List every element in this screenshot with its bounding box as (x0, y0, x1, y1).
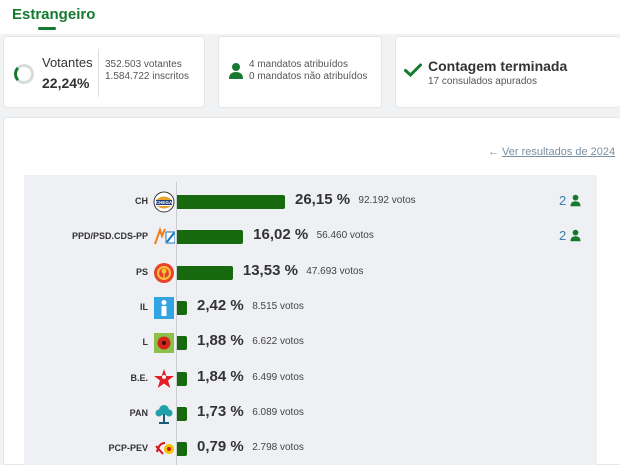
person-icon (570, 194, 581, 207)
party-name: PS (135, 266, 148, 277)
party-name: CH (135, 196, 148, 206)
region-tab-title[interactable]: Estrangeiro (12, 6, 96, 23)
arrow-left-icon: ← (488, 146, 499, 158)
cdu-logo-icon (155, 442, 174, 455)
registered-count: 1.584.722 inscritos (105, 71, 189, 82)
results-axis-line (176, 182, 177, 465)
vote-percentage: 2,42 % (197, 296, 244, 314)
results-chart-area (24, 175, 597, 465)
svg-text:CHEGA: CHEGA (156, 200, 173, 205)
party-name: L (142, 337, 149, 348)
mandates-card: 4 mandatos atribuídos 0 mandatos não atr… (218, 36, 382, 108)
party-result-row: PPD/PSD.CDS-PP 16,02 % 56.460 votos 2 (0, 221, 620, 255)
livre-poppy-logo-icon (154, 333, 174, 354)
vote-percentage: 1,88 % (197, 332, 244, 350)
vote-count: 6.089 votos (252, 406, 304, 418)
party-name: B.E. (130, 372, 148, 383)
previous-results-label: Ver resultados de 2024 (502, 146, 616, 158)
vote-share-bar (177, 406, 187, 421)
vote-count: 2.798 votos (252, 442, 304, 454)
il-logo-icon (154, 296, 174, 319)
party-result-row: PAN 1,73 % 6.089 votos (0, 398, 620, 432)
person-icon (570, 230, 581, 242)
vote-count: 56.460 votos (316, 230, 374, 242)
vote-share-bar (177, 371, 187, 386)
party-result-row: CH CHEGA 26,15 % 92.192 votos 2 (0, 186, 620, 220)
chega-logo-icon: CHEGA (153, 191, 175, 213)
party-name: PCP-PEV (108, 443, 148, 454)
top-bar: Estrangeiro (0, 0, 620, 34)
party-result-row: B.E. 1,84 % 6.499 votos (0, 363, 620, 397)
voters-card: Votantes 22,24% 352.503 votantes 1.584.7… (3, 36, 205, 108)
party-result-row: IL 2,42 % 8.515 votos (0, 292, 620, 326)
vote-percentage: 1,84 % (197, 367, 244, 385)
vote-count: 6.499 votos (252, 371, 304, 383)
mandates-assigned: 4 mandatos atribuídos (249, 59, 348, 70)
party-result-row: PS 13,53 % 47.693 votos (0, 257, 620, 291)
party-name: IL (140, 301, 148, 312)
previous-results-link[interactable]: ← Ver resultados de 2024 (488, 146, 615, 158)
party-mandates-count: 2 (559, 193, 567, 208)
pan-tree-logo-icon (155, 404, 173, 424)
party-mandates-count: 2 (559, 228, 567, 244)
vote-share-bar (177, 195, 285, 209)
vote-percentage: 26,15 % (295, 191, 351, 208)
party-name: PPD/PSD.CDS-PP (71, 231, 148, 242)
vote-share-bar (177, 336, 187, 351)
tab-active-indicator (38, 27, 56, 30)
turnout-progress-icon (14, 64, 34, 84)
vote-percentage: 16,02 % (253, 226, 309, 244)
voters-count: 352.503 votantes (105, 59, 182, 70)
vote-percentage: 13,53 % (242, 261, 298, 279)
check-icon (404, 63, 422, 77)
voters-percentage: 22,24% (42, 75, 90, 91)
vote-share-bar (177, 265, 233, 280)
consulates-counted: 17 consulados apurados (428, 76, 537, 87)
count-status-title: Contagem terminada (428, 58, 568, 74)
vote-share-bar (177, 442, 187, 457)
ad-coalition-logo-icon (154, 227, 175, 245)
vote-share-bar (177, 300, 187, 315)
person-icon (229, 63, 243, 79)
party-name: PAN (129, 407, 148, 418)
party-result-row: L 1,88 % 6.622 votos (0, 327, 620, 361)
vote-share-bar (177, 230, 244, 245)
be-star-logo-icon (154, 368, 174, 388)
vote-count: 8.515 votos (252, 300, 304, 312)
vote-count: 6.622 votos (252, 336, 304, 348)
party-result-row: PCP-PEV 0,79 % 2.798 votos (0, 433, 620, 465)
count-status-card: Contagem terminada 17 consulados apurado… (395, 36, 620, 108)
vote-count: 47.693 votos (306, 265, 364, 277)
vote-percentage: 1,73 % (197, 402, 244, 420)
vote-count: 92.192 votos (358, 195, 416, 206)
vote-percentage: 0,79 % (197, 438, 244, 456)
ps-fist-rose-logo-icon (154, 262, 174, 283)
card-divider (98, 49, 99, 97)
voters-label: Votantes (42, 55, 93, 70)
mandates-unassigned: 0 mandatos não atribuídos (249, 71, 368, 82)
